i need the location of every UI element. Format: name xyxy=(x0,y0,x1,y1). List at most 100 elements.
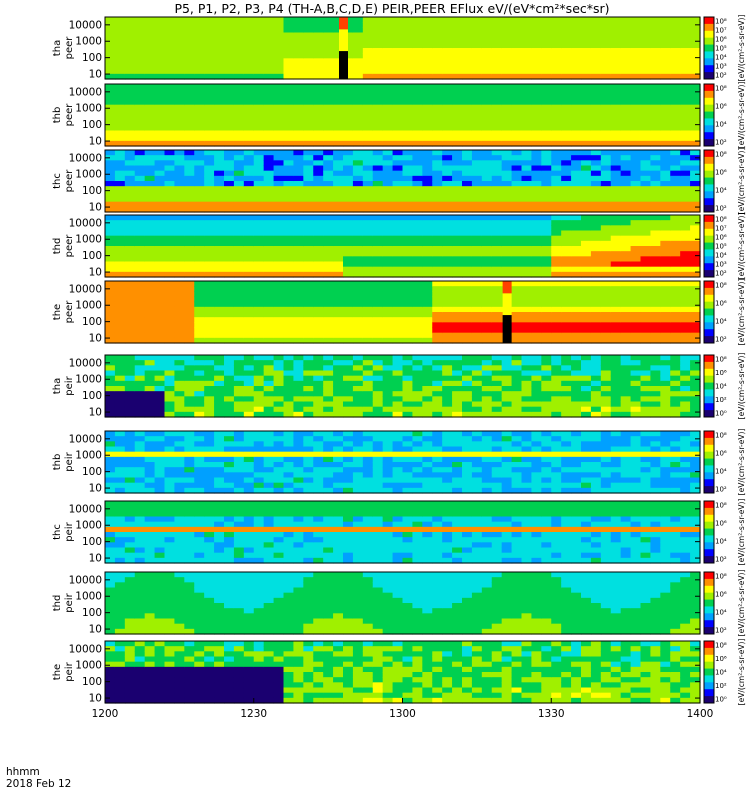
spectrogram-cell xyxy=(174,451,185,458)
spectrogram-cell xyxy=(680,401,691,408)
spectrogram-cell xyxy=(372,175,384,182)
spectrogram-cell xyxy=(452,225,463,232)
spectrogram-cell xyxy=(362,165,374,172)
spectrogram-cell xyxy=(144,337,156,344)
spectrogram-cell xyxy=(630,286,642,292)
spectrogram-cell xyxy=(214,186,225,192)
spectrogram-cell xyxy=(481,296,493,303)
spectrogram-cell xyxy=(620,135,632,142)
spectrogram-cell xyxy=(481,165,493,172)
spectrogram-cell xyxy=(640,125,652,132)
spectrogram-cell xyxy=(402,261,414,268)
spectrogram-cell xyxy=(551,135,562,142)
spectrogram-cell xyxy=(600,337,612,344)
spectrogram-cell xyxy=(571,225,582,232)
spectrogram-cell xyxy=(511,317,523,323)
spectrogram-cell xyxy=(462,94,473,101)
spectrogram-cell xyxy=(610,125,622,132)
spectrogram-cell xyxy=(541,32,552,39)
spectrogram-cell xyxy=(422,220,433,226)
spectrogram-cell xyxy=(134,63,146,70)
spectrogram-cell xyxy=(610,175,622,182)
spectrogram-cell xyxy=(184,256,195,263)
spectrogram-cell xyxy=(670,360,681,366)
spectrogram-cell xyxy=(243,462,255,468)
spectrogram-cell xyxy=(224,441,235,448)
spectrogram-cell xyxy=(105,201,116,208)
spectrogram-cell xyxy=(333,89,344,95)
spectrogram-cell xyxy=(164,286,176,292)
spectrogram-cell xyxy=(571,256,582,263)
spectrogram-cell xyxy=(412,386,423,392)
spectrogram-cell xyxy=(620,150,632,156)
spectrogram-cell xyxy=(511,286,523,292)
spectrogram-cell xyxy=(571,401,582,408)
spectrogram-cell xyxy=(412,327,423,334)
spectrogram-cell xyxy=(680,160,691,167)
spectrogram-cell xyxy=(551,150,562,156)
spectrogram-cell xyxy=(372,401,384,408)
spectrogram-cell xyxy=(511,196,523,203)
spectrogram-cell xyxy=(680,380,691,387)
colorbar-swatch xyxy=(704,61,714,66)
spectrogram-cell xyxy=(303,48,314,54)
spectrogram-cell xyxy=(590,235,602,242)
spectrogram-cell xyxy=(402,160,414,167)
spectrogram-cell xyxy=(432,115,443,121)
spectrogram-cell xyxy=(283,251,295,257)
spectrogram-cell xyxy=(303,165,314,172)
spectrogram-cell xyxy=(273,355,285,361)
spectrogram-cell xyxy=(600,246,612,252)
spectrogram-cell xyxy=(372,261,384,268)
spectrogram-cell xyxy=(501,109,513,116)
spectrogram-cell xyxy=(343,201,354,208)
spectrogram-cell xyxy=(590,215,602,221)
spectrogram-cell xyxy=(392,73,404,80)
spectrogram-cell xyxy=(541,296,552,303)
spectrogram-cell xyxy=(233,482,245,489)
spectrogram-cell xyxy=(194,53,205,59)
colorbar-tick-label: 10⁴ xyxy=(715,383,727,391)
y-tick-label: 10 xyxy=(89,267,102,279)
colorbar-swatch xyxy=(704,281,714,285)
spectrogram-cell xyxy=(144,391,156,397)
spectrogram-cell xyxy=(392,337,404,344)
spectrogram-cell xyxy=(333,32,344,39)
spectrogram-cell xyxy=(640,411,652,418)
spectrogram-cell xyxy=(263,436,275,442)
spectrogram-cell xyxy=(600,58,612,65)
spectrogram-cell xyxy=(204,286,215,292)
spectrogram-cell xyxy=(273,27,285,34)
spectrogram-cell xyxy=(194,32,205,39)
spectrogram-cell xyxy=(590,220,602,226)
spectrogram-cell xyxy=(620,196,632,203)
spectrogram-cell xyxy=(184,472,195,479)
spectrogram-cell xyxy=(610,235,622,242)
colorbar-swatch xyxy=(704,111,714,116)
spectrogram-cell xyxy=(402,360,414,366)
spectrogram-cell xyxy=(362,155,374,161)
spectrogram-cell xyxy=(690,73,701,80)
spectrogram-cell xyxy=(333,181,344,187)
spectrogram-cell xyxy=(680,48,691,54)
spectrogram-cell xyxy=(412,436,423,442)
spectrogram-thd-peer-image xyxy=(105,215,701,278)
spectrogram-cell xyxy=(233,84,245,90)
spectrogram-cell xyxy=(243,84,255,90)
spectrogram-cell xyxy=(313,125,324,132)
spectrogram-cell xyxy=(590,370,602,377)
spectrogram-cell xyxy=(293,391,304,397)
spectrogram-cell xyxy=(313,327,324,334)
spectrogram-cell xyxy=(144,462,156,468)
spectrogram-cell xyxy=(214,256,225,263)
spectrogram-cell xyxy=(670,181,681,187)
spectrogram-cell xyxy=(462,22,473,28)
spectrogram-cell xyxy=(422,109,433,116)
spectrogram-cell xyxy=(204,206,215,213)
spectrogram-cell xyxy=(343,386,354,392)
colorbar-tick-label: 10⁸ xyxy=(715,216,727,224)
spectrogram-cell xyxy=(372,215,384,221)
spectrogram-cell xyxy=(164,89,176,95)
spectrogram-cell xyxy=(452,181,463,187)
